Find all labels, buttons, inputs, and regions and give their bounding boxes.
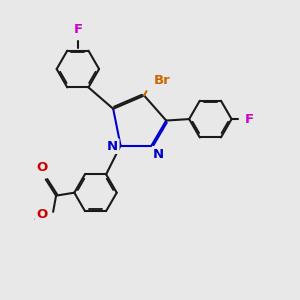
Text: O: O: [37, 161, 48, 174]
Text: N: N: [153, 148, 164, 161]
Text: O: O: [36, 208, 47, 221]
Text: Br: Br: [154, 74, 171, 87]
Text: F: F: [73, 23, 83, 36]
Text: F: F: [245, 112, 254, 126]
Text: N: N: [107, 140, 118, 153]
